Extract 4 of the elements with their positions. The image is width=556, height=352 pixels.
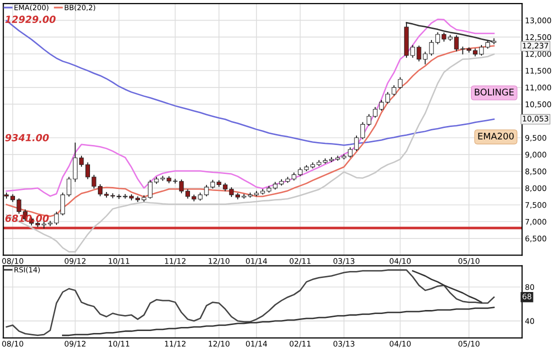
annotation: 9341.00 [5, 134, 49, 142]
annotation: BOLINGE [474, 88, 514, 96]
annotation: EMA200 [478, 132, 514, 140]
annotation: 12929.00 [5, 16, 56, 24]
